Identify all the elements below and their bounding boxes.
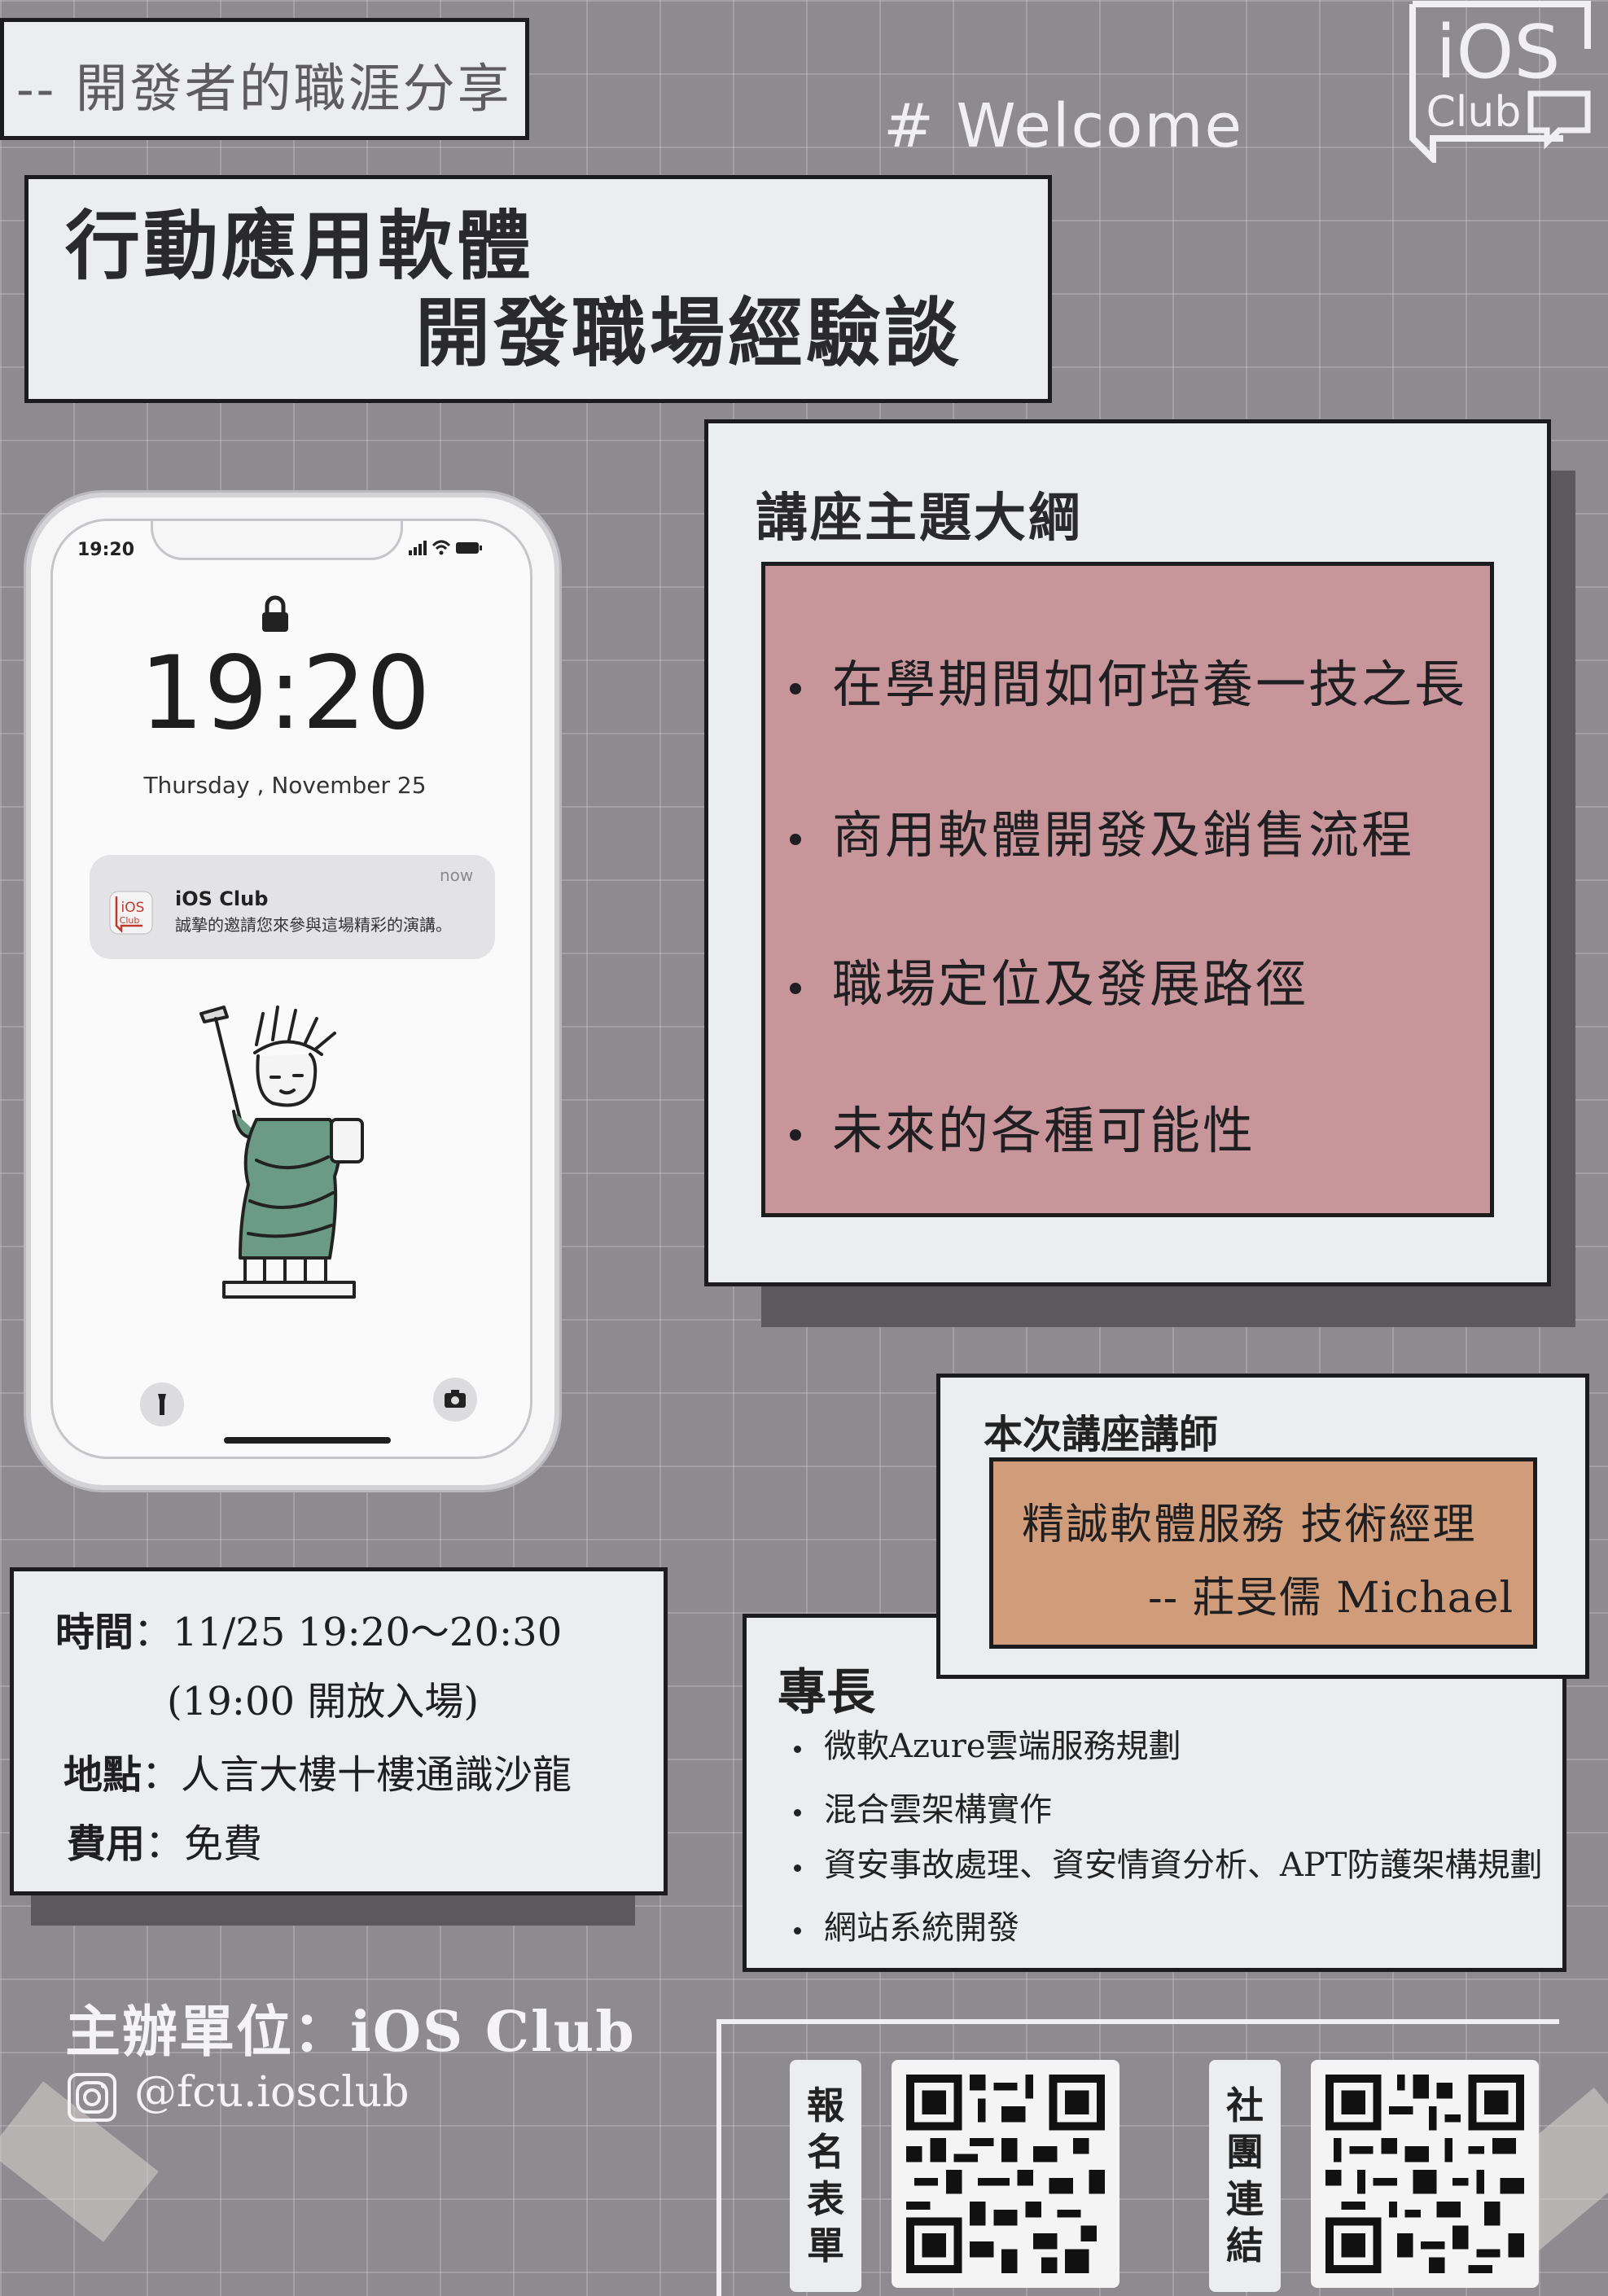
fee-value: ：免費 bbox=[145, 1821, 263, 1867]
flashlight-button[interactable] bbox=[140, 1382, 184, 1426]
instagram-icon bbox=[67, 2072, 117, 2123]
lockscreen-time: 19:20 bbox=[139, 635, 431, 752]
lockscreen-date: Thursday , November 25 bbox=[143, 772, 427, 799]
subtitle-card bbox=[0, 18, 529, 140]
location-value: ：人言大樓十樓通識沙龍 bbox=[142, 1752, 572, 1798]
location-row: 地點：人言大樓十樓通識沙龍 bbox=[58, 1742, 572, 1806]
svg-text:iOS: iOS bbox=[1436, 10, 1561, 95]
fee-label: 費用 bbox=[61, 1812, 149, 1875]
fee-row: 費用：免費 bbox=[61, 1812, 263, 1875]
qr-panel-border bbox=[716, 2019, 1559, 2024]
welcome-tag: # Welcome bbox=[883, 91, 1244, 161]
camera-button[interactable] bbox=[433, 1378, 477, 1422]
club-link-qr-code[interactable] bbox=[1311, 2060, 1539, 2288]
flashlight-icon bbox=[158, 1394, 166, 1415]
club-link-label: 社團連結 bbox=[1209, 2060, 1281, 2292]
expertise-item: 混合雲架構實作 bbox=[794, 1783, 1052, 1830]
outline-item: 職場定位及發展路徑 bbox=[790, 943, 1308, 1016]
speaker-company-title: 精誠軟體服務 技術經理 bbox=[1022, 1501, 1477, 1549]
signup-qr-code[interactable] bbox=[892, 2060, 1119, 2288]
location-label: 地點 bbox=[58, 1742, 146, 1806]
expertise-item: 網站系統開發 bbox=[794, 1901, 1019, 1948]
time-row: 時間：11/25 19:20～20:30 bbox=[50, 1600, 563, 1663]
outline-item: 在學期間如何培養一技之長 bbox=[790, 643, 1467, 716]
signup-form-label: 報名表單 bbox=[790, 2060, 861, 2292]
speaker-name: -- 莊旻儒 Michael bbox=[1148, 1574, 1514, 1623]
event-info-card bbox=[10, 1567, 668, 1895]
notification-message: 誠摯的邀請您來參與這場精彩的演講。 bbox=[175, 915, 452, 935]
lock-icon bbox=[259, 594, 291, 633]
qr-panel-border bbox=[716, 2019, 721, 2296]
svg-text:iOS: iOS bbox=[121, 900, 145, 916]
title-card bbox=[24, 175, 1052, 403]
instagram-handle[interactable]: @fcu.iosclub bbox=[134, 2068, 410, 2117]
expertise-item: 資安事故處理、資安情資分析、APT防護架構規劃 bbox=[794, 1838, 1542, 1886]
svg-text:Club: Club bbox=[1426, 88, 1522, 137]
speaker-label: 本次講座講師 bbox=[984, 1412, 1219, 1457]
camera-icon bbox=[445, 1390, 466, 1408]
phone-notch bbox=[151, 521, 403, 560]
time-label: 時間 bbox=[50, 1600, 138, 1663]
home-indicator bbox=[224, 1437, 391, 1444]
expertise-heading: 專長 bbox=[778, 1664, 875, 1721]
outline-item: 未來的各種可能性 bbox=[790, 1089, 1255, 1163]
expertise-item: 微軟Azure雲端服務規劃 bbox=[794, 1720, 1181, 1767]
notification-card[interactable] bbox=[90, 855, 495, 959]
title-line2: 開發職場經驗談 bbox=[415, 289, 963, 377]
ios-club-app-icon: iOS Club bbox=[108, 890, 154, 935]
ios-club-logo: iOS Club bbox=[1400, 0, 1596, 167]
subtitle: -- 開發者的職涯分享 bbox=[16, 59, 512, 120]
svg-text:Club: Club bbox=[120, 915, 140, 926]
status-icons bbox=[407, 537, 484, 557]
notification-time: now bbox=[440, 865, 474, 885]
outline-item: 商用軟體開發及銷售流程 bbox=[790, 794, 1414, 867]
notification-app-name: iOS Club bbox=[175, 887, 269, 910]
title-line1: 行動應用軟體 bbox=[65, 202, 535, 290]
time-value: ：11/25 19:20～20:30 bbox=[134, 1610, 563, 1655]
outline-heading: 講座主題大綱 bbox=[756, 488, 1083, 549]
status-bar-time: 19:20 bbox=[77, 540, 135, 560]
phone-screen bbox=[50, 519, 532, 1459]
organizer: 主辦單位：iOS Club bbox=[65, 2000, 636, 2065]
statue-illustration bbox=[191, 997, 411, 1323]
outline-list-box bbox=[761, 562, 1494, 1217]
speaker-box bbox=[989, 1457, 1537, 1649]
time-note: (19:00 開放入場) bbox=[167, 1679, 480, 1724]
